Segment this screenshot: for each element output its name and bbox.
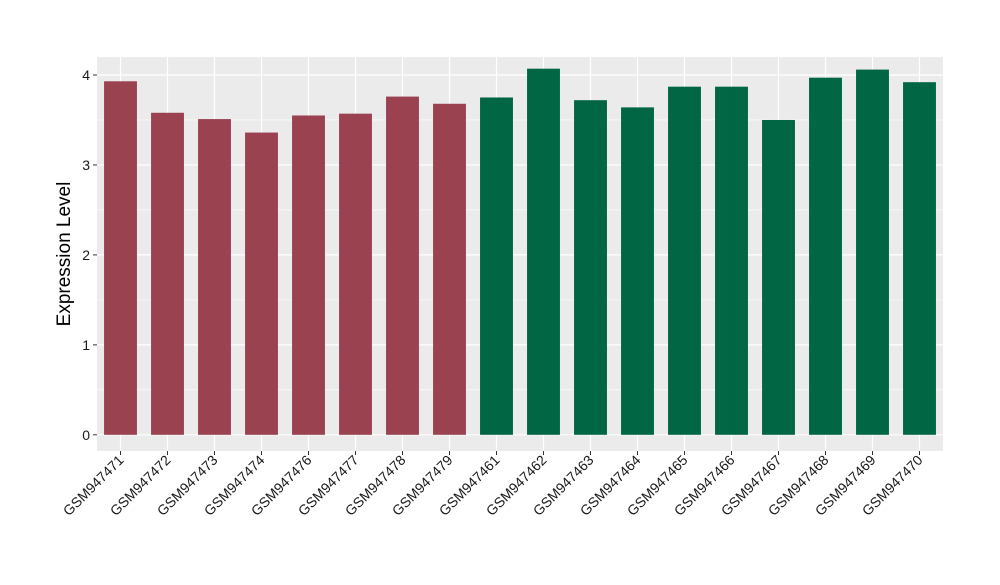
x-axis: GSM947471GSM947472GSM947473GSM947474GSM9…	[60, 451, 926, 519]
y-axis-title: Expression Level	[54, 182, 75, 327]
bar	[856, 69, 889, 435]
bar	[668, 86, 701, 435]
bar	[621, 107, 654, 435]
bar	[809, 77, 842, 435]
bar	[480, 97, 513, 435]
bar	[151, 112, 184, 435]
bar	[715, 86, 748, 435]
bar	[574, 100, 607, 435]
bar	[433, 103, 466, 435]
y-tick-label: 2	[82, 247, 90, 263]
bar	[386, 96, 419, 435]
bar-series	[104, 68, 936, 435]
y-tick-label: 3	[82, 157, 90, 173]
bar	[903, 82, 936, 435]
bar	[245, 132, 278, 435]
minor-gridlines	[97, 119, 943, 391]
bar	[762, 119, 795, 435]
bar	[198, 119, 231, 435]
bar	[339, 113, 372, 435]
y-axis: 0 1 2 3 4	[82, 67, 97, 443]
plot-panel	[97, 57, 943, 451]
bar	[104, 81, 137, 435]
bar	[527, 68, 560, 435]
y-tick-label: 0	[82, 427, 90, 443]
y-tick-label: 1	[82, 337, 90, 353]
bar	[292, 115, 325, 435]
y-tick-label: 4	[82, 67, 90, 83]
